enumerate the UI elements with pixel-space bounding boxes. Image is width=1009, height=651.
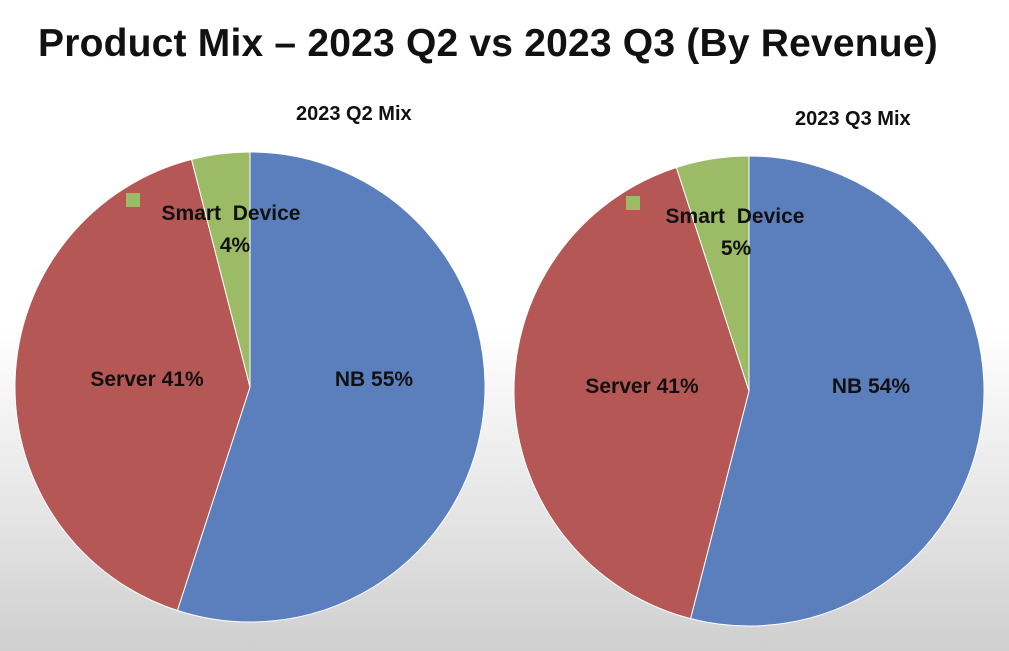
slice-smart-device-q3 [675, 155, 750, 392]
legend-marker-smart-device-q3 [626, 196, 640, 210]
label-server-q3: Server 41% [585, 375, 699, 398]
slice-smart-device-q2 [190, 151, 251, 388]
label-smart-device-name-q3: Smart Device [666, 205, 805, 228]
chart-title-q2: 2023 Q2 Mix [296, 103, 412, 125]
slice-nb-q3 [689, 155, 985, 627]
slice-server-q3 [513, 166, 750, 620]
page-title: Product Mix – 2023 Q2 vs 2023 Q3 (By Rev… [38, 22, 938, 65]
chart-title-q3: 2023 Q3 Mix [795, 108, 911, 130]
label-smart-device-name-q2: Smart Device [162, 202, 301, 225]
label-nb-q3: NB 54% [832, 375, 911, 398]
slice-server-q2 [14, 158, 251, 612]
label-smart-device-pct-q2: 4% [220, 234, 251, 257]
label-server-q2: Server 41% [90, 368, 204, 391]
slice-nb-q2 [176, 151, 486, 623]
legend-marker-smart-device-q2 [126, 193, 140, 207]
label-nb-q2: NB 55% [335, 368, 414, 391]
label-smart-device-pct-q3: 5% [721, 237, 752, 260]
